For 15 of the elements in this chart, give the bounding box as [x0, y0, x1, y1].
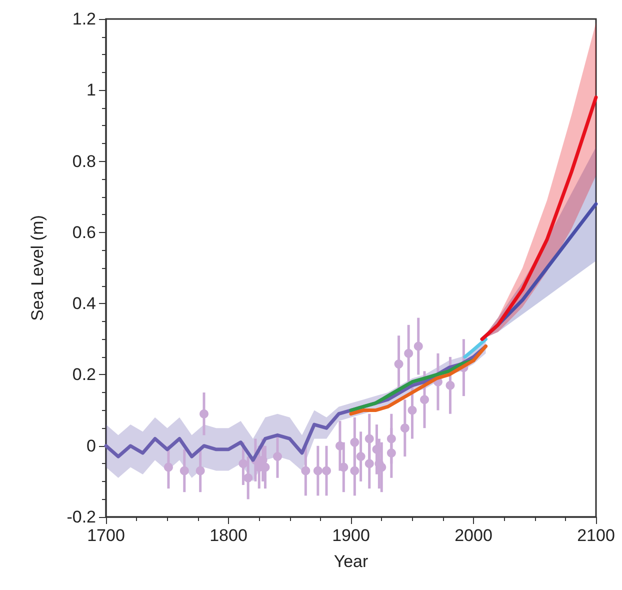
- y-tick-label: 0.2: [72, 365, 96, 384]
- x-tick-label: 1800: [210, 526, 248, 545]
- y-tick-label: 0.6: [72, 222, 96, 242]
- x-tick-label: 1900: [332, 526, 370, 545]
- y-tick-label: 0: [86, 436, 96, 456]
- y-tick-label: 1: [86, 80, 96, 100]
- x-tick-label: 2000: [454, 526, 492, 545]
- y-tick-label: 0.4: [72, 294, 96, 314]
- x-tick-label: 2100: [577, 526, 615, 545]
- y-tick-label: -0.2: [66, 508, 96, 526]
- y-axis-title: Sea Level (m): [28, 215, 47, 321]
- x-axis-title: Year: [334, 552, 369, 571]
- y-tick-label: 0.8: [72, 152, 96, 171]
- y-tick-label: 1.2: [72, 10, 96, 28]
- x-tick-label: 1700: [87, 526, 125, 545]
